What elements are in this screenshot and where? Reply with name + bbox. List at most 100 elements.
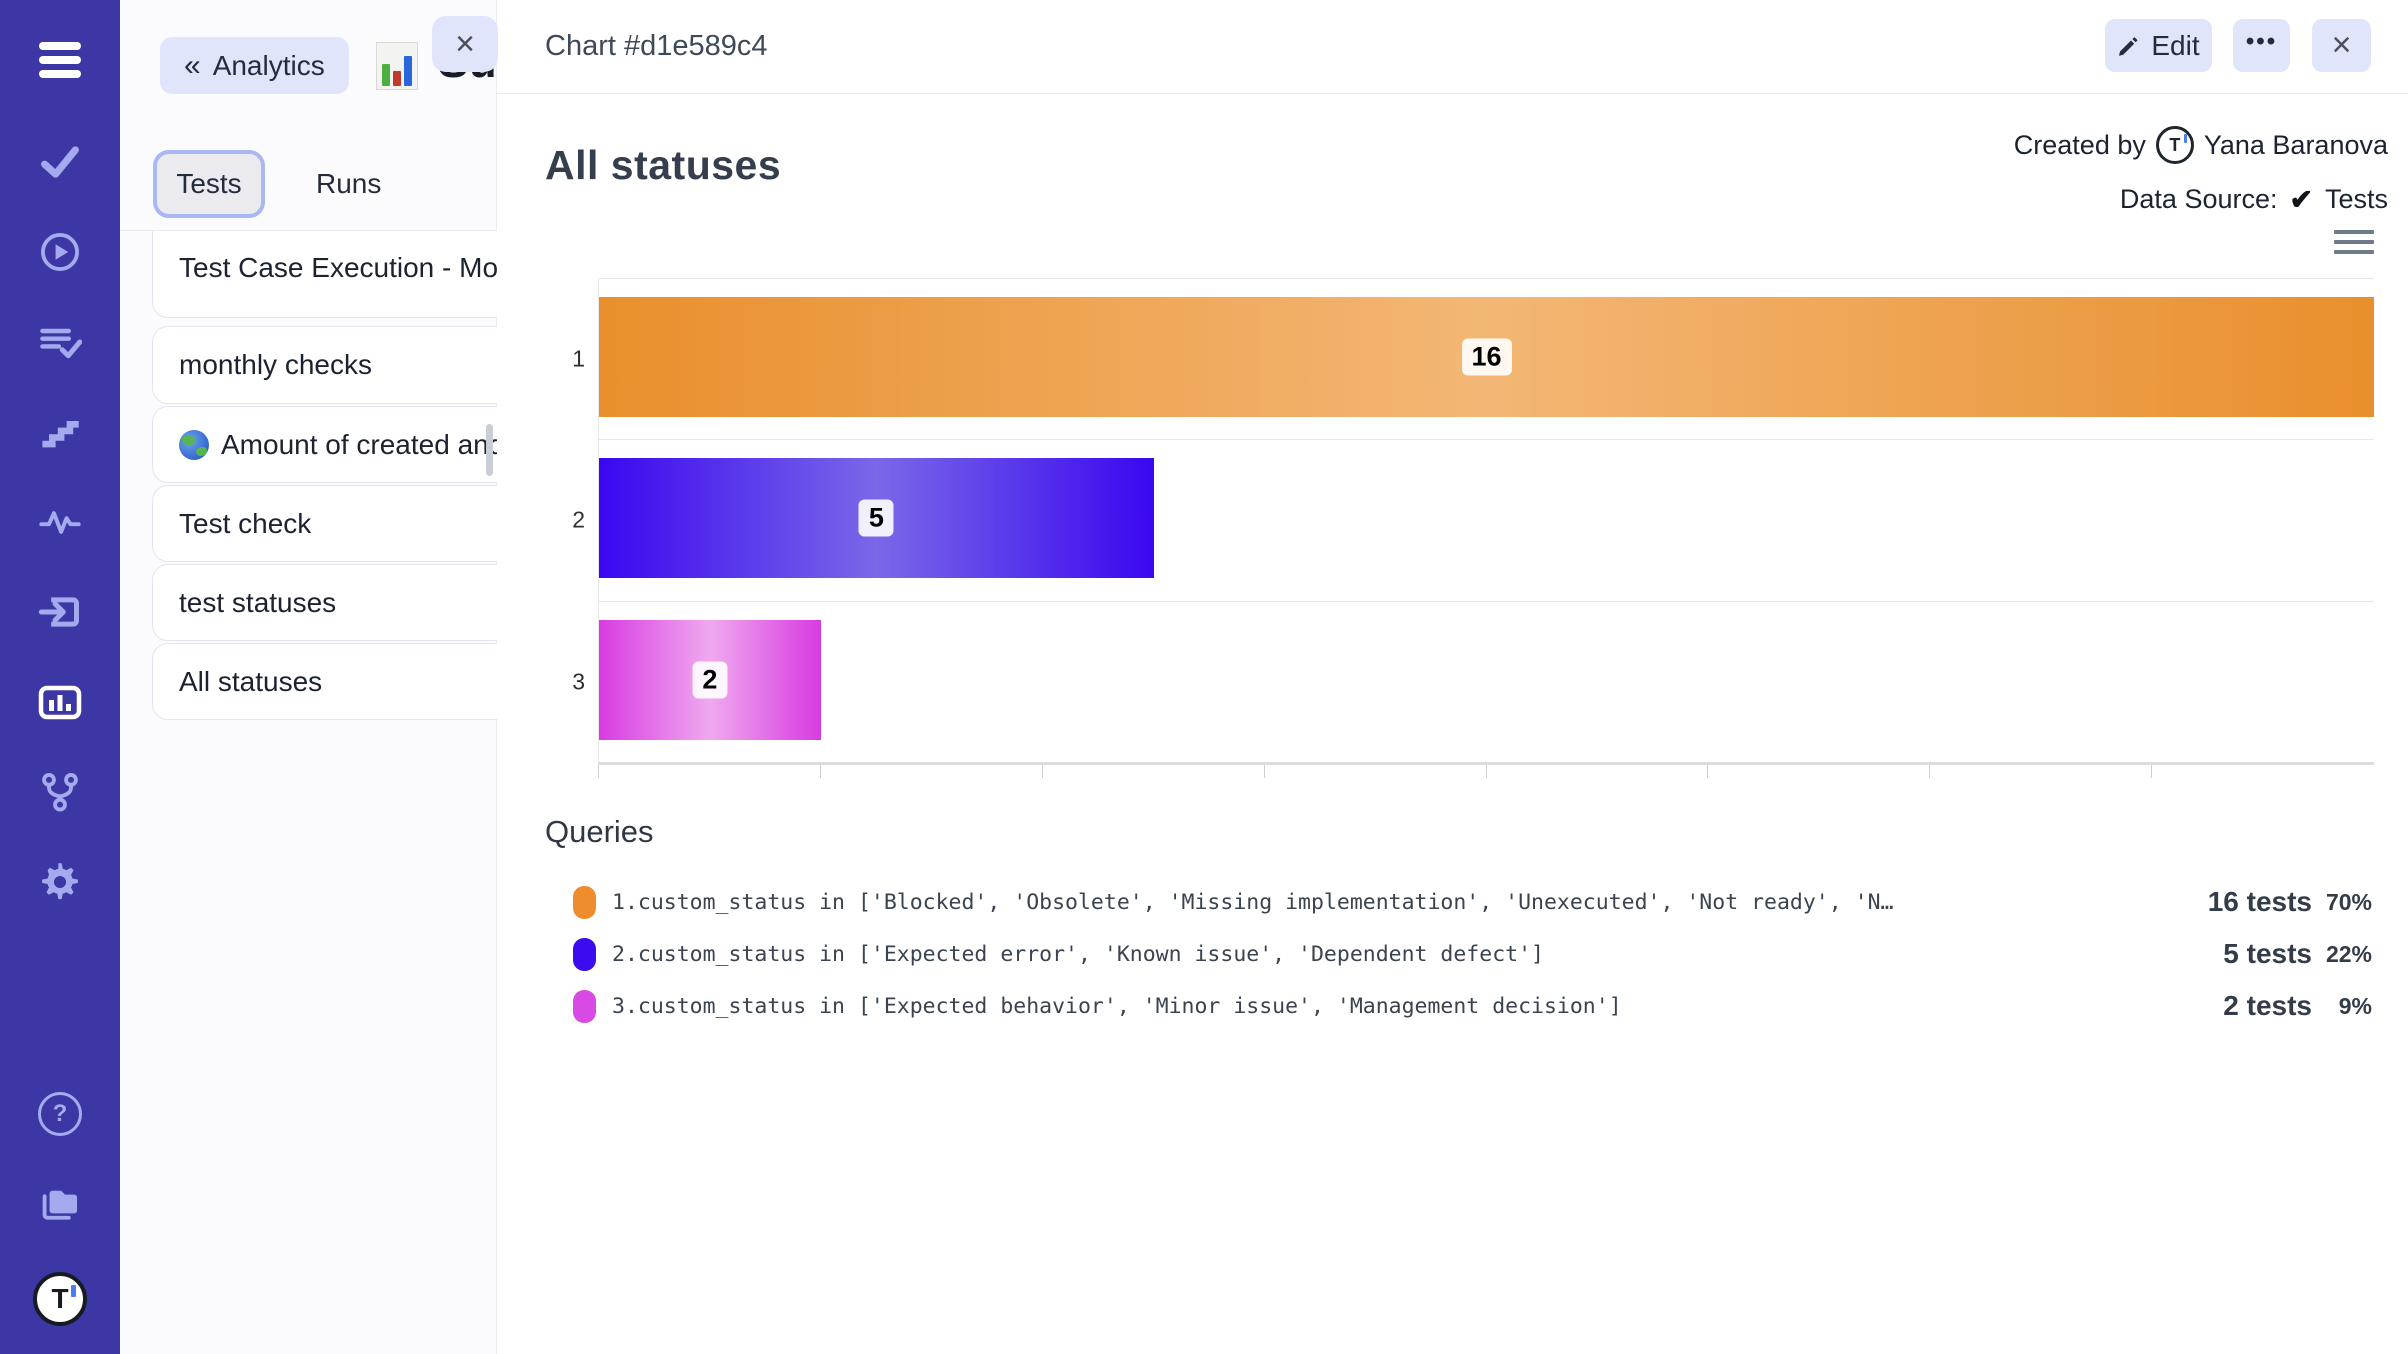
chart-list-item[interactable]: All statuses	[152, 643, 497, 720]
import-icon	[38, 590, 82, 634]
close-icon: ×	[2331, 26, 2352, 64]
sidebar-item-projects[interactable]	[0, 1182, 120, 1226]
testomat-logo: T	[33, 1272, 87, 1326]
bar-data-label: 5	[858, 499, 894, 537]
sidebar-item-runs[interactable]	[0, 230, 120, 274]
tab-tests[interactable]: Tests	[153, 150, 265, 218]
menu-icon[interactable]	[0, 38, 120, 82]
help-icon: ?	[38, 1092, 82, 1136]
bar-series-1[interactable]: 16	[599, 297, 2374, 417]
chart-list-item[interactable]: Test Case Execution - Mo	[152, 231, 497, 318]
y-axis-label: 3	[572, 668, 585, 695]
bar-data-label: 2	[692, 661, 728, 699]
queries-heading: Queries	[545, 813, 654, 849]
sidebar-item-tests[interactable]	[0, 140, 120, 184]
check-icon	[38, 140, 82, 184]
gear-icon	[38, 860, 82, 904]
data-source-label: Data Source:	[2119, 183, 2278, 214]
sidebar-item-workspace[interactable]: T	[0, 1272, 120, 1326]
query-percent: 70%	[2325, 888, 2372, 915]
query-tests-count: 16 tests	[2207, 886, 2312, 917]
query-expression: 2.custom_status in ['Expected error', 'K…	[612, 941, 1544, 967]
sidebar-item-steps[interactable]	[0, 410, 120, 454]
query-percent: 9%	[2338, 992, 2372, 1019]
panel-close-button[interactable]: ×	[432, 16, 498, 72]
bar-data-label: 16	[1461, 338, 1512, 376]
back-to-analytics-button[interactable]: « Analytics	[160, 37, 349, 94]
header-divider	[497, 93, 2408, 94]
folders-icon	[38, 1182, 82, 1226]
globe-icon	[179, 429, 209, 460]
chart-list-item-label: All statuses	[179, 665, 323, 697]
y-axis-label: 1	[572, 345, 585, 372]
tabs-divider	[120, 230, 497, 231]
chart-context-menu-icon[interactable]	[2334, 230, 2374, 254]
sidebar-item-branch[interactable]	[0, 770, 120, 814]
query-expression: 1.custom_status in ['Blocked', 'Obsolete…	[612, 889, 1894, 915]
bar-chart-icon	[38, 680, 82, 724]
query-color-swatch	[573, 885, 596, 919]
query-expression: 3.custom_status in ['Expected behavior',…	[612, 993, 1622, 1019]
branch-icon	[38, 770, 82, 814]
query-row[interactable]: 1.custom_status in ['Blocked', 'Obsolete…	[545, 876, 2372, 928]
chart-list-item-label: Test check	[179, 507, 312, 539]
x-axis-ticks	[598, 765, 2373, 778]
more-actions-button[interactable]: •••	[2233, 19, 2290, 72]
check-icon: ✔	[2289, 183, 2313, 215]
bar-series-3[interactable]: 2	[599, 619, 821, 740]
bar-chart-plot: 1 16 2 5 3 2	[572, 278, 2374, 765]
pencil-icon	[2119, 36, 2138, 56]
sidebar-item-analytics[interactable]	[0, 680, 120, 724]
stairs-icon	[38, 410, 82, 454]
edit-button-label: Edit	[2151, 29, 2200, 61]
chart-band: 1 16	[572, 278, 2374, 439]
created-by-label: Created by	[2013, 129, 2146, 160]
chart-list-item-label: monthly checks	[179, 349, 372, 380]
chart-title: All statuses	[545, 142, 782, 189]
edit-button[interactable]: Edit	[2105, 19, 2212, 72]
analytics-panel: « Analytics Su × Tests Runs Test Case Ex…	[120, 0, 498, 1354]
created-by-name: Yana Baranova	[2203, 129, 2388, 160]
query-tests-count: 2 tests	[2223, 990, 2312, 1021]
sidebar-item-pulse[interactable]	[0, 500, 120, 544]
query-row[interactable]: 3.custom_status in ['Expected behavior',…	[545, 980, 2372, 1032]
pulse-icon	[38, 500, 82, 544]
chart-emoji-icon	[376, 42, 418, 90]
chart-list-item[interactable]: Amount of created and	[152, 406, 497, 483]
play-circle-icon	[38, 230, 82, 274]
chart-list-item[interactable]: Test check	[152, 485, 497, 562]
chart-list-item-label: test statuses	[179, 586, 337, 618]
sidebar-item-settings[interactable]	[0, 860, 120, 904]
ellipsis-icon: •••	[2245, 27, 2278, 55]
chart-id-title: Chart #d1e589c4	[545, 30, 768, 62]
sidebar-item-plans[interactable]	[0, 320, 120, 364]
avatar: T	[2155, 126, 2194, 164]
chart-list-item[interactable]: monthly checks	[152, 326, 497, 404]
query-tests-count: 5 tests	[2223, 938, 2312, 969]
y-axis-label: 2	[572, 506, 585, 533]
query-row[interactable]: 2.custom_status in ['Expected error', 'K…	[545, 928, 2372, 980]
data-source-value: Tests	[2324, 183, 2388, 214]
bar-series-2[interactable]: 5	[599, 458, 1154, 579]
queries-list: 1.custom_status in ['Blocked', 'Obsolete…	[545, 876, 2372, 1032]
close-chart-button[interactable]: ×	[2312, 19, 2371, 72]
query-percent: 22%	[2325, 940, 2372, 967]
list-check-icon	[38, 320, 82, 364]
sidebar-item-import[interactable]	[0, 590, 120, 634]
query-color-swatch	[573, 937, 596, 971]
double-chevron-left-icon: «	[184, 48, 201, 82]
chart-detail-panel: Chart #d1e589c4 Edit ••• × All statuses …	[497, 0, 2408, 1354]
chart-list-item[interactable]: test statuses	[152, 564, 497, 641]
panel-scrollbar[interactable]	[486, 424, 493, 476]
app-sidebar: ? T	[0, 0, 120, 1354]
close-icon: ×	[455, 24, 475, 63]
created-by-row: Created by T Yana Baranova	[2013, 126, 2388, 164]
data-source-row: Data Source: ✔ Tests	[2120, 181, 2388, 217]
chart-list-item-label: Amount of created and	[221, 428, 497, 460]
query-color-swatch	[573, 989, 596, 1023]
sidebar-item-help[interactable]: ?	[0, 1092, 120, 1136]
tab-runs[interactable]: Runs	[316, 168, 382, 199]
chart-list-item-label: Test Case Execution - Mo	[179, 251, 497, 283]
chart-list: Test Case Execution - Mo monthly checks Am…	[120, 231, 497, 751]
